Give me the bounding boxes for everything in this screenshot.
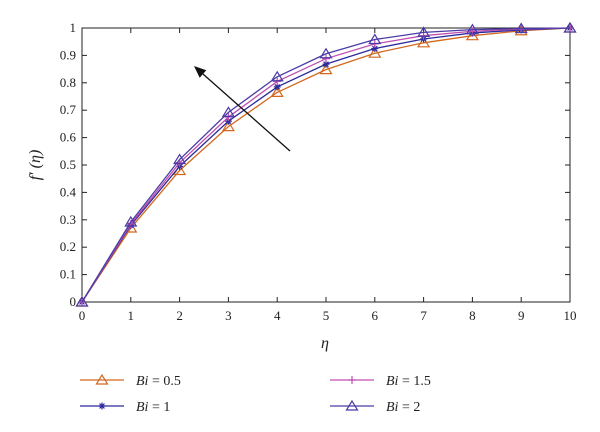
x-tick-label: 6: [372, 308, 379, 323]
y-tick-label: 0.6: [60, 130, 77, 145]
y-tick-label: 0.7: [60, 102, 77, 117]
series-line: [81, 27, 571, 303]
data-point: [368, 47, 382, 58]
x-tick-label: 7: [420, 308, 427, 323]
legend: Bi = 0.5 Bi = 1.5Bi = 1 Bi = 2: [80, 373, 431, 415]
data-point: [221, 106, 235, 117]
annotation-arrow: [194, 66, 291, 152]
arrow-head: [194, 66, 207, 78]
arrow-shaft: [202, 73, 291, 152]
y-tick-label: 0: [70, 294, 77, 309]
x-tick-label: 9: [518, 308, 525, 323]
series-group: [75, 21, 577, 307]
series-2: [75, 21, 577, 307]
legend-eq: =: [148, 374, 163, 389]
data-point: [319, 63, 333, 75]
star-stroke: [371, 45, 378, 52]
data-point: [270, 70, 284, 82]
star-stroke: [274, 84, 281, 90]
data-point: [98, 402, 106, 410]
y-axis-label: f′ (η): [27, 150, 44, 181]
data-point: [173, 153, 187, 165]
data-point: [75, 295, 89, 307]
y-tick-label: 0.8: [60, 75, 76, 90]
legend-var: Bi: [386, 400, 399, 415]
legend-value: 1: [163, 400, 170, 415]
data-point: [465, 29, 479, 41]
star-stroke: [99, 403, 105, 409]
series-line: [81, 27, 571, 303]
data-point: [322, 60, 330, 68]
legend-item: Bi = 1: [80, 400, 170, 415]
data-point: [273, 77, 282, 86]
y-tick-label: 1: [70, 20, 77, 35]
x-tick-label: 5: [323, 308, 330, 323]
data-point: [563, 21, 577, 33]
y-tick-label: 0.1: [60, 267, 76, 282]
x-tick-label: 8: [469, 308, 476, 323]
y-tick-label: 0.3: [60, 212, 76, 227]
x-tick-label: 3: [225, 308, 232, 323]
legend-var: Bi: [136, 374, 149, 389]
legend-item: Bi = 0.5: [80, 373, 181, 389]
axis-ticks: 0 1 2 3 4 5 6 7 8 9 10 0 0.1 0.2 0.3 0.4 0.5 0.6 0.7 0.8 0.9…: [60, 20, 577, 323]
data-point: [345, 399, 359, 411]
data-point: [514, 22, 528, 34]
x-tick-label: 0: [79, 308, 86, 323]
legend-eq: =: [398, 400, 413, 415]
legend-var: Bi: [386, 374, 399, 389]
x-tick-label: 1: [128, 308, 135, 323]
legend-var: Bi: [136, 400, 149, 415]
data-point: [417, 26, 431, 37]
y-tick-label: 0.2: [60, 239, 76, 254]
y-tick-label: 0.9: [60, 47, 76, 62]
legend-label: Bi = 1.5: [386, 374, 431, 389]
x-tick-label: 2: [176, 308, 183, 323]
legend-eq: =: [398, 374, 413, 389]
x-tick-label: 10: [564, 308, 577, 323]
star-stroke: [225, 118, 232, 125]
legend-item: Bi = 1.5: [330, 374, 431, 389]
data-point: [270, 86, 284, 97]
legend-label: Bi = 1: [136, 400, 170, 415]
data-point: [348, 376, 356, 384]
data-point: [368, 33, 382, 45]
data-point: [95, 373, 109, 385]
data-point: [417, 36, 431, 48]
x-tick-label: 4: [274, 308, 281, 323]
data-point: [322, 54, 330, 63]
legend-item: Bi = 2: [330, 399, 420, 415]
legend-label: Bi = 2: [386, 400, 420, 415]
legend-value: 0.5: [163, 374, 181, 389]
legend-label: Bi = 0.5: [136, 374, 181, 389]
data-point: [273, 83, 281, 91]
series-1: [78, 24, 574, 306]
y-tick-label: 0.4: [60, 184, 77, 199]
star-stroke: [323, 61, 329, 68]
data-point: [465, 23, 479, 35]
legend-eq: =: [148, 400, 163, 415]
data-point: [319, 47, 333, 59]
y-tick-label: 0.5: [60, 157, 76, 172]
data-point: [224, 113, 233, 122]
legend-value: 1.5: [413, 374, 431, 389]
data-point: [221, 120, 235, 132]
legend-value: 2: [413, 400, 420, 415]
data-point: [124, 215, 138, 227]
x-axis-label: η: [321, 335, 329, 352]
